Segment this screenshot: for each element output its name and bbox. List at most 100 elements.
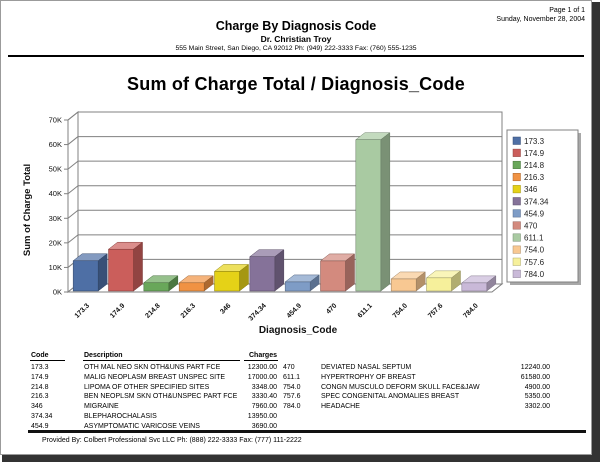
bar-front-face (284, 281, 311, 292)
x-tick-label: 454.9 (286, 302, 303, 319)
header-underline-description (83, 360, 240, 361)
x-tick-label: 757.6 (427, 302, 444, 319)
legend-swatch (512, 197, 521, 206)
col-header-charges: Charges (248, 352, 277, 359)
bar-front-face (320, 260, 346, 292)
row-charges: 7960.00 (251, 403, 277, 411)
bar-216.3 (178, 275, 214, 292)
bar-side-face (380, 132, 391, 292)
row-code: 374.34 (31, 413, 53, 420)
report-date: Sunday, November 28, 2004 (496, 16, 585, 23)
y-tick-label: 60K (49, 140, 62, 149)
legend-label: 784.0 (524, 270, 545, 279)
bar-front-face (214, 271, 240, 292)
x-tick-label: 173.3 (74, 302, 91, 319)
row-description: ASYMPTOMATIC VARICOSE VEINS (84, 422, 200, 430)
row-charges: 17000.00 (247, 373, 277, 381)
row-description: LIPOMA OF OTHER SPECIFIED SITES (84, 383, 210, 391)
header-underline-charges (244, 360, 278, 361)
bar-174.9 (107, 241, 144, 292)
row-code: 470 (283, 364, 295, 371)
bar-611.1 (355, 132, 391, 292)
x-tick-label: 374.34 (248, 302, 268, 322)
legend-swatch (512, 173, 521, 182)
legend-label: 470 (524, 222, 538, 231)
legend-label: 374.34 (524, 197, 549, 206)
bar-784.0 (461, 275, 497, 292)
legend-label: 216.3 (524, 173, 545, 182)
legend-label: 214.8 (524, 161, 545, 170)
row-charges: 3348.00 (251, 383, 277, 391)
row-code: 173.3 (31, 364, 49, 371)
x-tick-label: 754.0 (392, 302, 409, 319)
page-number: Page 1 of 1 (549, 7, 585, 14)
bar-front-face (461, 282, 488, 292)
x-tick-label: 470 (325, 302, 338, 315)
row-description: MALIG NEOPLASM BREAST UNSPEC SITE (84, 373, 226, 381)
wall-gridline (67, 111, 79, 121)
row-description: MIGRAINE (84, 403, 119, 411)
row-description: HEADACHE (321, 403, 360, 411)
legend-label: 173.3 (524, 137, 545, 146)
legend-swatch (512, 185, 521, 194)
row-description: BLEPHAROCHALASIS (84, 413, 157, 420)
bar-754.0 (390, 271, 426, 292)
col-header-description: Description (84, 352, 123, 359)
row-charges: 61580.00 (520, 373, 550, 381)
row-code: 216.3 (31, 393, 49, 401)
y-tick-label: 50K (49, 165, 62, 174)
bar-front-face (355, 139, 382, 292)
y-tick-label: 30K (49, 214, 62, 223)
row-charges: 3302.00 (524, 403, 550, 411)
wall-gridline (67, 185, 79, 195)
row-charges: 3330.40 (251, 393, 277, 401)
legend-label: 346 (524, 185, 538, 194)
back-wall (77, 111, 503, 285)
x-tick-label: 174.9 (109, 302, 126, 319)
y-tick-label: 20K (49, 238, 62, 247)
bar-757.6 (425, 270, 462, 292)
bar-470 (319, 253, 356, 292)
row-charges: 13950.00 (247, 413, 277, 420)
row-description: HYPERTROPHY OF BREAST (321, 373, 416, 381)
legend-swatch (512, 245, 521, 254)
y-tick-label: 70K (49, 116, 62, 125)
row-code: 754.0 (283, 383, 301, 391)
doctor-name: Dr. Christian Troy (260, 34, 332, 44)
row-code: 611.1 (283, 373, 300, 381)
bar-346 (213, 263, 250, 292)
x-tick-label: 611.1 (357, 302, 374, 319)
row-description: DEVIATED NASAL SEPTUM (321, 364, 412, 371)
row-description: CONGN MUSCULO DEFORM SKULL FACE&JAW (321, 383, 480, 391)
row-charges: 12240.00 (520, 364, 550, 371)
table-bottom-rule (28, 430, 586, 433)
bar-front-face (249, 256, 276, 292)
row-code: 454.9 (31, 422, 49, 430)
x-tick-label: 346 (219, 302, 232, 315)
bar-front-face (178, 282, 205, 292)
provider-footer: Provided By: Colbert Professional Svc LL… (42, 437, 302, 444)
row-code: 346 (31, 403, 43, 411)
legend-swatch (512, 148, 521, 157)
x-tick-label: 784.0 (462, 302, 479, 319)
legend-swatch (512, 136, 521, 145)
y-tick-label: 10K (49, 263, 62, 272)
chart-title: Sum of Charge Total / Diagnosis_Code (127, 74, 465, 94)
row-description: OTH MAL NEO SKN OTH&UNS PART FCE (84, 364, 221, 371)
legend-swatch (512, 221, 521, 230)
diagnosis-bar-chart: 0K 10K 20K 30K 40K 50K 60K 70K 173.3 174.9 214.8 21… (22, 110, 581, 336)
row-code: 784.0 (283, 403, 301, 411)
bar-front-face (143, 282, 170, 292)
wall-gridline (67, 136, 79, 145)
row-code: 214.8 (31, 383, 49, 391)
page-shadow-right (592, 2, 600, 462)
legend-label: 754.0 (524, 246, 545, 255)
row-charges: 12300.00 (247, 364, 277, 371)
bar-454.9 (284, 274, 320, 292)
header-rule (8, 55, 584, 57)
legend-label: 454.9 (524, 209, 545, 218)
bar-374.34 (249, 249, 285, 292)
bar-side-face (133, 241, 143, 292)
legend-label: 174.9 (524, 149, 545, 158)
